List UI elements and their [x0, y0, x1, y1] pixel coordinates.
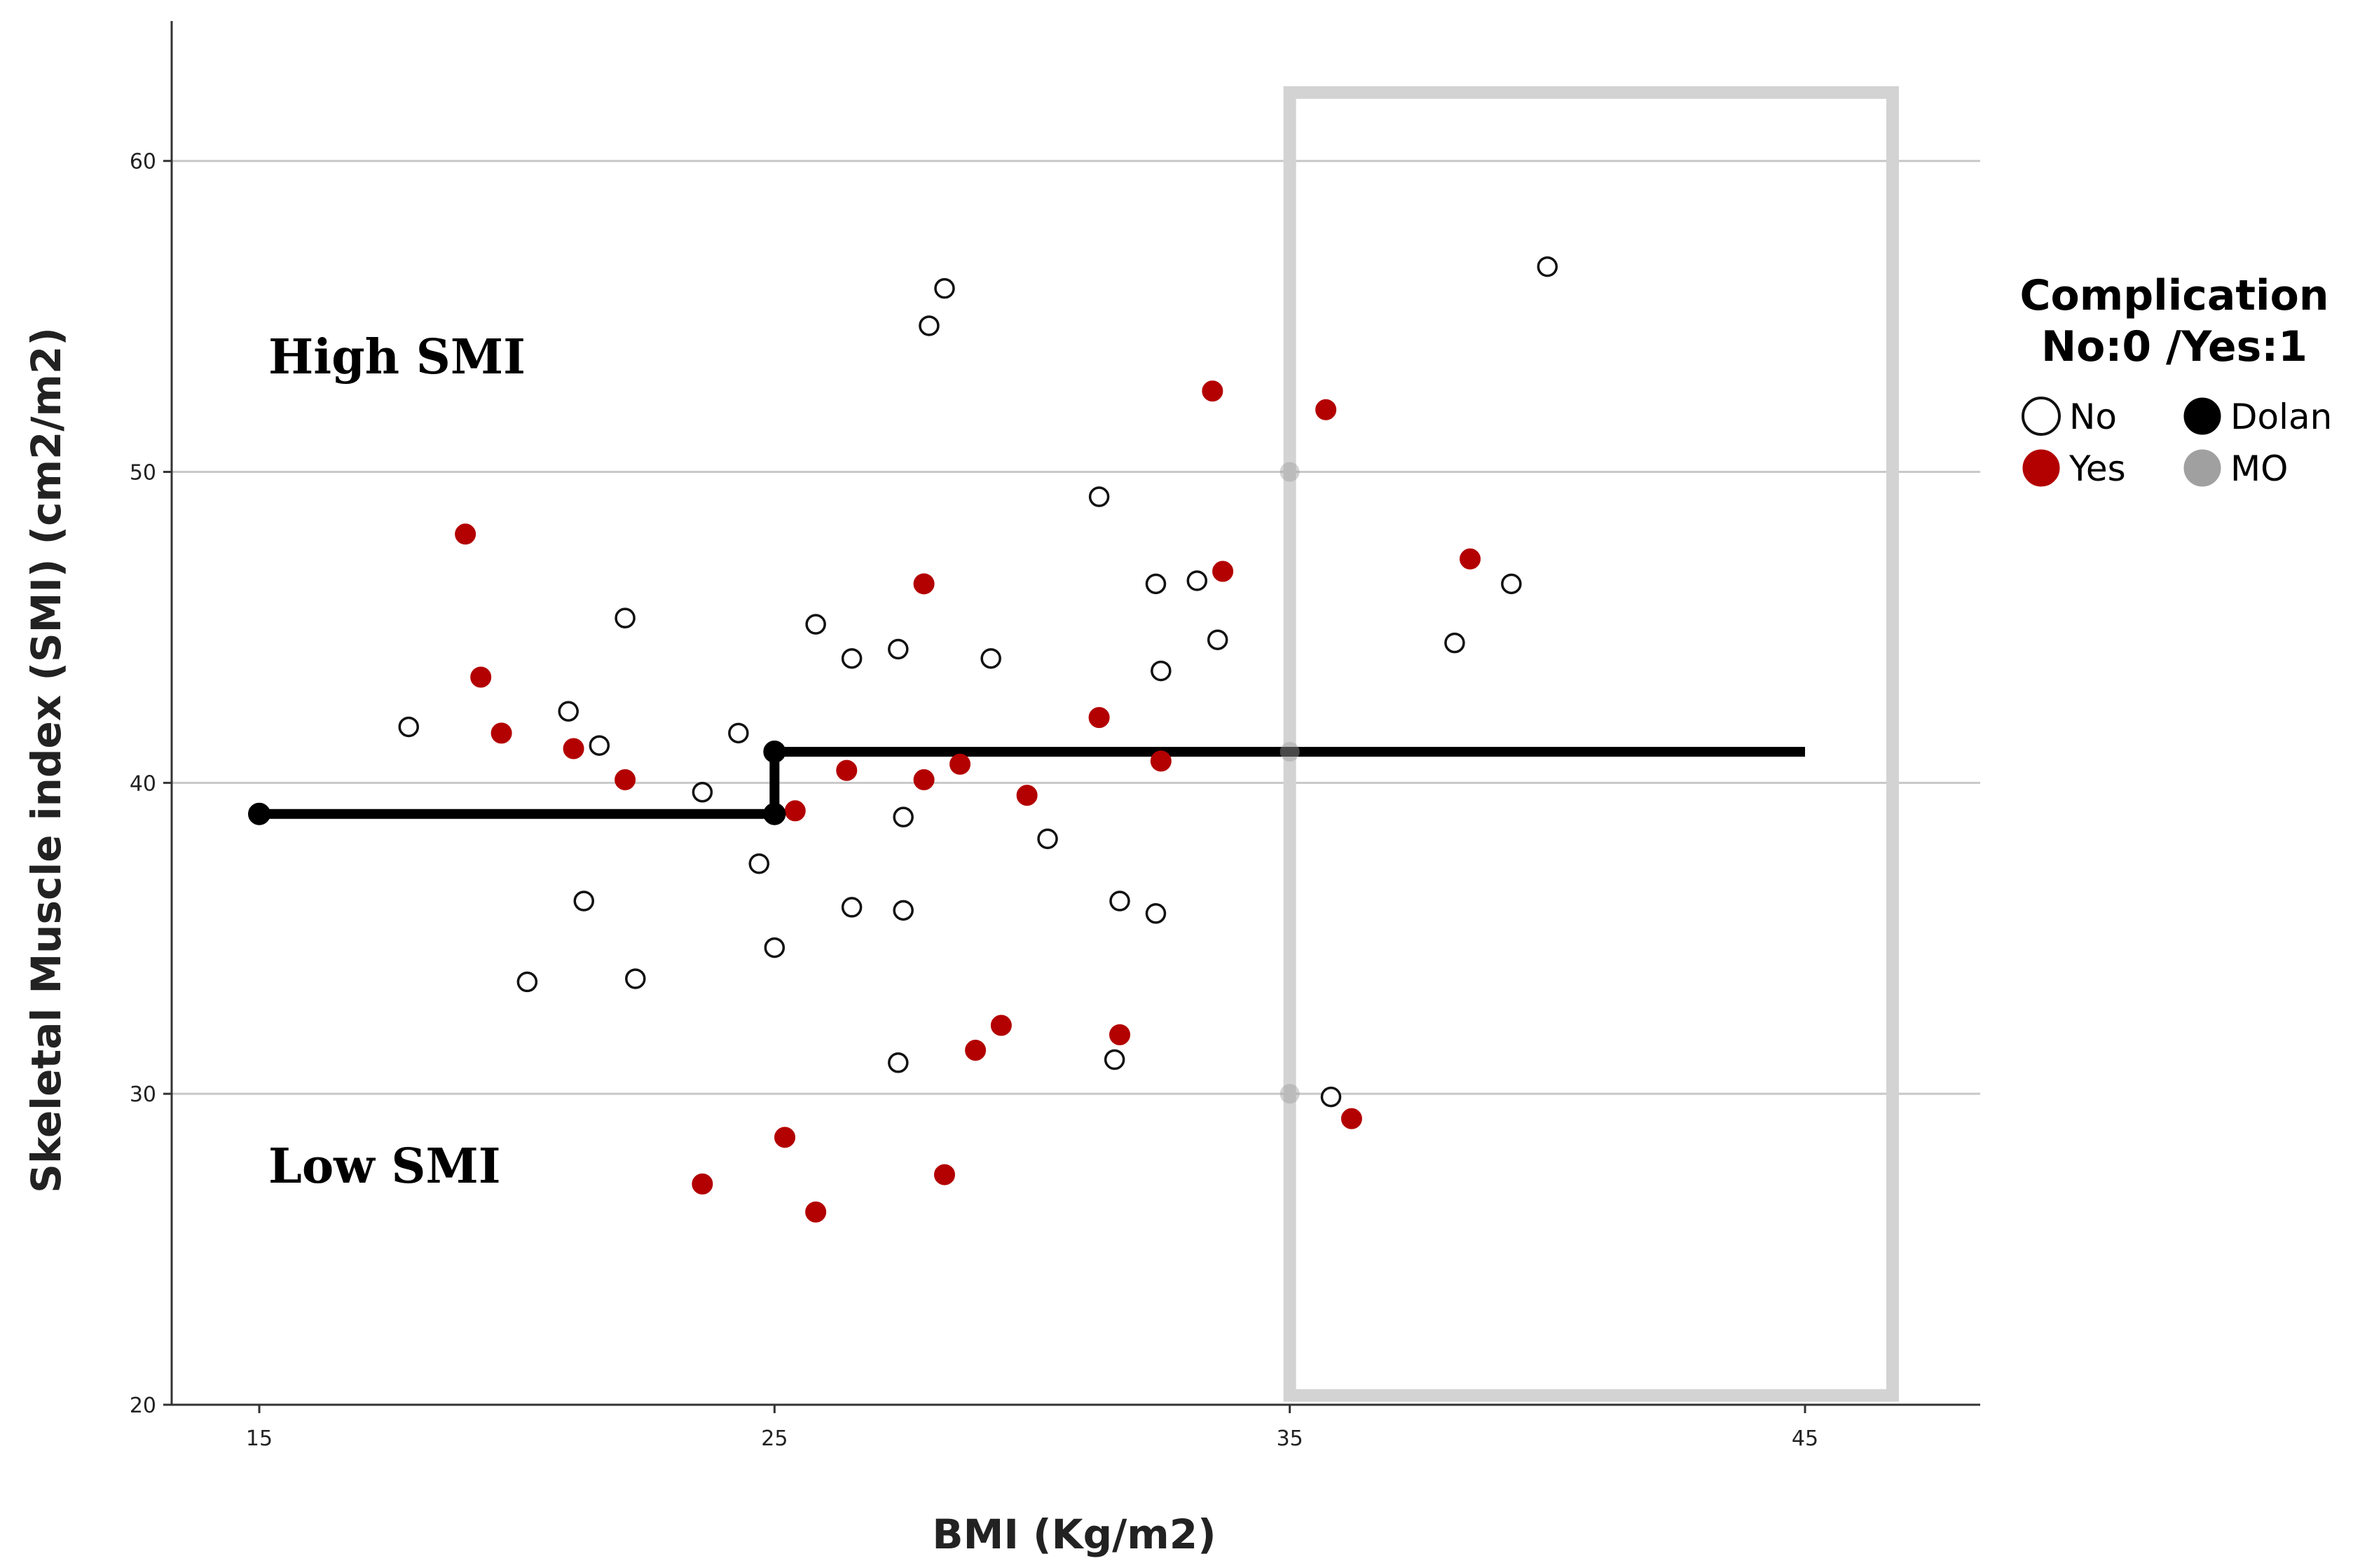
- point-no: [893, 806, 914, 827]
- point-yes: [1088, 707, 1110, 729]
- point-no: [841, 897, 863, 918]
- legend-title: Complication: [2019, 271, 2328, 320]
- point-no: [1109, 890, 1130, 912]
- point-yes: [990, 1015, 1012, 1036]
- point-no: [573, 890, 595, 912]
- point-no: [980, 648, 1001, 669]
- point-no: [1537, 256, 1558, 277]
- point-yes: [1016, 785, 1038, 806]
- mo-box: [1283, 86, 1899, 1402]
- point-no: [888, 1052, 909, 1073]
- point-no: [1501, 573, 1522, 595]
- point-no: [1320, 1086, 1342, 1108]
- legend-marker-yes: [2022, 449, 2060, 487]
- point-yes: [913, 573, 935, 595]
- point-yes: [470, 666, 492, 688]
- y-tick-label: 20: [130, 1394, 156, 1418]
- point-no: [893, 900, 914, 921]
- point-yes: [933, 1164, 955, 1185]
- point-dolan: [763, 802, 786, 825]
- legend-marker-dolan: [2183, 397, 2221, 435]
- point-dolan: [763, 740, 786, 763]
- point-no: [1145, 903, 1167, 924]
- point-mo: [1279, 1084, 1300, 1104]
- point-dolan: [248, 802, 271, 825]
- dolan-threshold-line: [259, 746, 1805, 819]
- point-no: [805, 614, 826, 635]
- point-yes: [784, 800, 806, 822]
- high-smi-label: High SMI: [268, 329, 526, 385]
- point-yes: [1109, 1024, 1131, 1045]
- point-no: [589, 735, 610, 756]
- point-no: [1088, 486, 1110, 507]
- x-tick-label: 15: [246, 1426, 273, 1451]
- point-no: [764, 937, 785, 958]
- y-axis-title: Skeletal Muscle index (SMI) (cm2/m2): [22, 327, 70, 1193]
- point-no: [1207, 629, 1228, 650]
- point-yes: [615, 769, 636, 790]
- point-yes: [563, 738, 584, 759]
- point-mo: [1279, 462, 1300, 482]
- x-tick-label: 45: [1792, 1426, 1818, 1451]
- point-no: [919, 315, 940, 336]
- point-no: [516, 971, 538, 993]
- point-yes: [692, 1173, 713, 1195]
- legend-label-dolan: Dolan: [2230, 397, 2332, 437]
- legend-marker-mo: [2183, 449, 2221, 487]
- point-no: [1444, 632, 1465, 654]
- point-no: [934, 277, 955, 299]
- point-yes: [1340, 1108, 1362, 1129]
- legend-label-mo: MO: [2230, 448, 2289, 489]
- mo-highlight-box: [1283, 86, 1899, 1402]
- point-no: [888, 638, 909, 660]
- point-no: [748, 853, 770, 874]
- point-yes: [965, 1040, 987, 1061]
- point-yes: [1315, 399, 1337, 420]
- point-yes: [1212, 561, 1234, 582]
- point-yes: [836, 759, 858, 781]
- point-no: [728, 722, 749, 744]
- data-points: [248, 256, 1558, 1223]
- point-mo: [1279, 741, 1300, 762]
- point-yes: [774, 1127, 796, 1148]
- x-axis-title: BMI (Kg/m2): [932, 1511, 1216, 1558]
- point-no: [1037, 828, 1058, 849]
- point-yes: [1460, 548, 1481, 570]
- legend-label-yes: Yes: [2068, 448, 2126, 489]
- point-no: [558, 701, 579, 722]
- point-no: [1151, 660, 1172, 682]
- point-yes: [805, 1201, 827, 1223]
- axes: 20 30 40 50 60 15 25 35 45: [130, 21, 1980, 1451]
- point-no: [615, 607, 636, 628]
- legend-marker-no: [2022, 397, 2061, 436]
- point-no: [1186, 570, 1208, 591]
- legend-label-no: No: [2069, 397, 2117, 437]
- dolan-line: [259, 746, 1805, 819]
- point-no: [625, 968, 646, 989]
- legend: Complication No:0 /Yes:1 No Dolan Yes MO: [2019, 271, 2332, 489]
- point-yes: [490, 722, 512, 744]
- point-no: [692, 781, 713, 803]
- point-yes: [913, 769, 935, 790]
- low-smi-label: Low SMI: [268, 1139, 501, 1195]
- point-no: [1145, 573, 1167, 595]
- point-no: [841, 648, 863, 669]
- x-tick-label: 35: [1277, 1426, 1303, 1451]
- point-no: [1104, 1049, 1125, 1071]
- y-tick-label: 30: [130, 1082, 156, 1107]
- point-no: [398, 716, 420, 738]
- y-tick-label: 50: [130, 461, 156, 486]
- point-yes: [455, 523, 476, 545]
- legend-subtitle: No:0 /Yes:1: [2041, 322, 2307, 371]
- gridlines: [172, 160, 1980, 1095]
- point-yes: [949, 753, 971, 775]
- y-tick-label: 40: [130, 771, 156, 796]
- point-yes: [1202, 380, 1223, 402]
- y-tick-label: 60: [130, 150, 156, 174]
- point-yes: [1150, 750, 1172, 772]
- x-tick-label: 25: [761, 1426, 788, 1451]
